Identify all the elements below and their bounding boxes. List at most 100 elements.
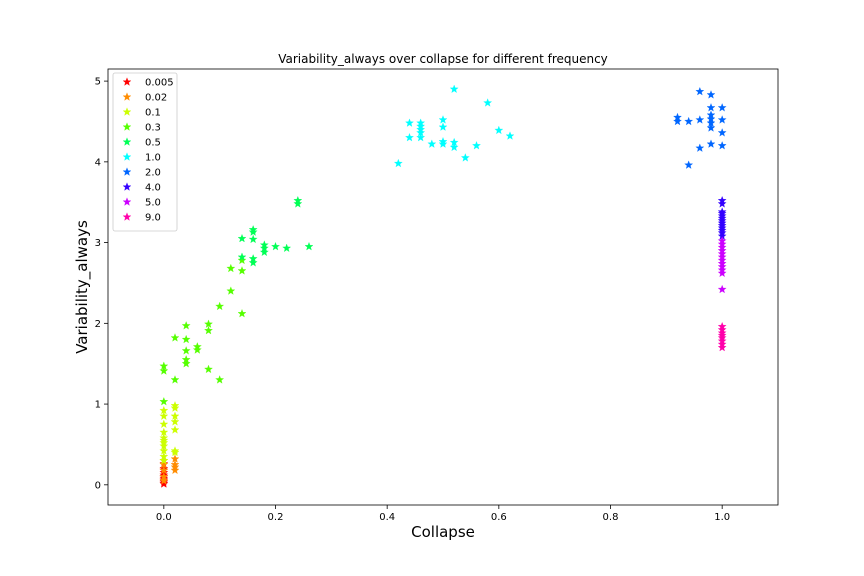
x-tick-label: 0.4	[379, 512, 395, 523]
data-point	[717, 258, 727, 268]
legend-marker	[122, 182, 132, 191]
y-tick-label: 5	[95, 77, 101, 88]
data-point	[706, 90, 716, 99]
data-point	[259, 240, 269, 249]
legend-marker	[122, 212, 132, 221]
data-point	[427, 139, 437, 148]
data-point	[159, 465, 169, 475]
y-tick-label: 3	[95, 238, 101, 249]
legend-marker	[122, 122, 132, 131]
series-0.3	[159, 255, 247, 406]
data-point	[416, 128, 426, 137]
data-point	[405, 133, 414, 142]
data-point	[237, 233, 247, 243]
x-tick-label: 1.0	[714, 512, 730, 523]
data-point	[717, 103, 727, 112]
data-point	[717, 141, 727, 150]
x-tick-label: 0.6	[491, 512, 507, 523]
data-point	[717, 128, 727, 137]
data-point	[248, 254, 258, 263]
data-point	[393, 158, 403, 168]
plot-frame	[107, 68, 779, 506]
data-point	[717, 252, 727, 261]
data-point	[416, 118, 426, 127]
data-point	[248, 227, 258, 236]
data-point	[159, 438, 169, 447]
data-point	[170, 460, 180, 469]
series-1.0	[393, 84, 515, 168]
legend-label: 0.1	[145, 108, 161, 119]
data-point	[237, 255, 247, 265]
series-4.0	[717, 195, 727, 240]
data-point	[170, 425, 180, 434]
x-tick-label: 0.2	[268, 512, 284, 523]
data-point	[717, 216, 727, 225]
legend-label: 0.5	[145, 138, 161, 149]
data-point	[684, 160, 694, 169]
legend-marker	[122, 77, 132, 86]
data-point	[416, 121, 426, 131]
data-point	[717, 284, 727, 294]
data-point	[717, 321, 727, 331]
data-point	[438, 137, 448, 146]
data-point	[717, 195, 727, 205]
legend-label: 9.0	[145, 213, 161, 224]
series-9.0	[717, 321, 727, 352]
data-point	[159, 366, 169, 375]
data-point	[706, 103, 716, 112]
data-point	[673, 116, 682, 126]
data-point	[449, 137, 459, 147]
data-point	[159, 405, 169, 415]
data-point	[717, 342, 727, 352]
data-point	[717, 218, 727, 227]
data-point	[170, 454, 180, 463]
data-point	[717, 333, 727, 342]
legend-label: 1.0	[145, 153, 161, 164]
data-point	[717, 207, 727, 216]
data-point	[717, 328, 727, 337]
data-point	[706, 110, 716, 119]
data-point	[717, 225, 727, 235]
data-point	[204, 325, 213, 335]
data-point	[717, 221, 727, 230]
data-point	[717, 115, 727, 124]
data-point	[405, 118, 414, 127]
data-point	[483, 98, 493, 107]
data-point	[248, 225, 258, 234]
data-point	[304, 242, 314, 251]
data-point	[170, 403, 180, 412]
data-point	[159, 455, 169, 465]
data-point	[159, 446, 169, 455]
data-point	[706, 118, 716, 127]
data-point	[449, 142, 459, 152]
x-axis: 0.0 0.2 0.4 0.6 0.8 1.0	[156, 505, 730, 523]
data-point	[181, 334, 191, 344]
x-axis-label: Collapse	[411, 523, 475, 541]
data-point	[248, 258, 258, 267]
data-point	[717, 336, 727, 345]
data-point	[159, 451, 169, 461]
data-point	[159, 476, 169, 485]
data-point	[170, 446, 180, 455]
data-point	[159, 472, 169, 481]
data-point	[717, 213, 727, 223]
data-point	[717, 255, 727, 265]
legend-marker	[122, 107, 132, 116]
data-point	[237, 252, 247, 261]
legend: 0.005 0.02 0.1 0.3 0.5 1.0 2.0 4.0 5.0 9.0	[112, 72, 178, 232]
series-0.5	[237, 195, 314, 267]
data-point	[215, 375, 225, 384]
data-point	[717, 325, 727, 334]
data-point	[170, 333, 180, 342]
legend-label: 2.0	[145, 168, 161, 179]
data-point	[271, 242, 280, 251]
data-point	[248, 234, 258, 244]
legend-label: 5.0	[145, 198, 161, 209]
legend-marker	[122, 167, 132, 176]
series-2.0	[673, 86, 727, 169]
data-point	[170, 401, 180, 410]
data-point	[215, 301, 225, 311]
data-point	[717, 242, 727, 252]
data-point	[460, 153, 470, 162]
